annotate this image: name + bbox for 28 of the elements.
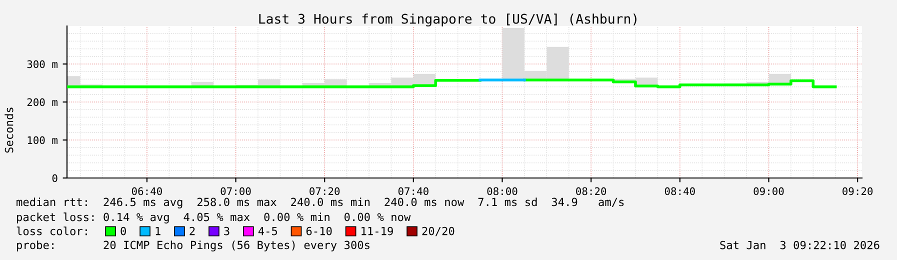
x-tick-label: 07:20 [310,187,340,196]
y-tick-label: 0 [52,174,58,182]
chart-title: Last 3 Hours from Singapore to [US/VA] (Ashburn) [259,14,636,26]
legend-title: loss color: [16,226,87,236]
x-tick-label: 07:00 [220,187,251,196]
x-tick-label: 07:40 [398,187,428,196]
x-tick-label: 06:40 [132,187,162,196]
legend-label: 3 [224,226,230,236]
legend-label: 6-10 [306,226,332,236]
y-tick-label: 200 m [27,98,58,106]
y-axis-title: Seconds [4,108,14,153]
legend-label: 4-5 [258,226,278,236]
legend-label: 1 [156,226,160,236]
text: Sat Jan 3 09:22:10 2026 [720,240,880,250]
text: probe: 20 ICMP Echo Pings (56 Bytes) every 300s [17,240,370,252]
x-tick-label: 08:40 [664,187,695,196]
text: median rtt: 246.5 ms avg 258.0 ms max 240.0 ms min 240.0 ms now 7.1 ms sd 34.9 am/s [16,198,624,208]
x-tick-label: 09:00 [754,187,784,196]
x-tick-label: 08:00 [487,187,518,196]
text: packet loss: 0.14 % avg 4.05 % max 0.00 % min 0.00 % now [17,212,411,224]
y-tick-label: 100 m [28,136,58,144]
x-tick-label: 08:20 [576,187,606,196]
legend-label: 11-19 [362,226,393,236]
y-tick-label: 300 m [27,60,58,68]
legend-label: 0 [120,226,126,236]
legend-label: 2 [190,226,195,236]
legend-label: 20/20 [422,226,454,236]
x-tick-label: 09:20 [842,187,873,196]
